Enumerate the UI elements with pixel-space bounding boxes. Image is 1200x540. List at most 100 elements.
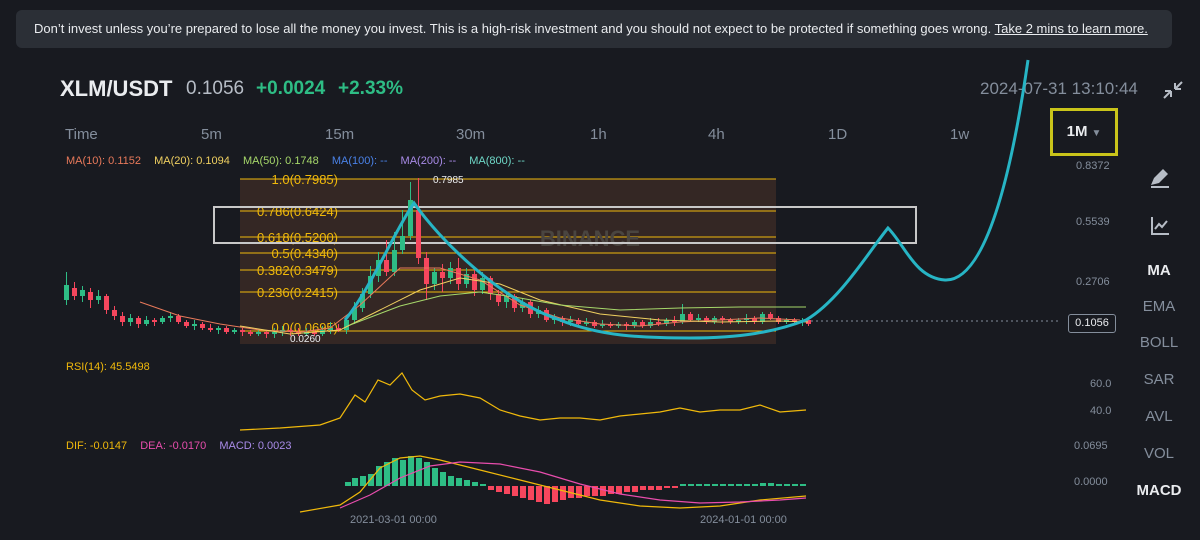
collapse-icon[interactable] — [1160, 78, 1186, 102]
tab-30m[interactable]: 30m — [456, 126, 486, 143]
tab-5m[interactable]: 5m — [201, 126, 222, 143]
fib-level-1: 1.0(0.7985) — [272, 172, 339, 187]
candle — [448, 268, 453, 278]
macd-bar — [368, 474, 374, 486]
rsi-line — [239, 372, 807, 431]
candle — [806, 320, 811, 324]
indicator-ma[interactable]: MA — [1147, 262, 1171, 279]
price-axis-tick: 0.2706 — [1076, 276, 1110, 288]
macd-bar — [576, 486, 582, 498]
candle — [768, 314, 773, 318]
candle — [792, 320, 797, 322]
macd-dea-label: DEA: -0.0170 — [140, 440, 207, 452]
candle — [224, 328, 229, 332]
macd-bar — [448, 476, 454, 486]
tab-1h[interactable]: 1h — [590, 126, 607, 143]
candle — [632, 322, 637, 326]
candle — [416, 210, 421, 258]
tab-1w[interactable]: 1w — [950, 126, 970, 143]
macd-bar — [440, 472, 446, 486]
ma-legend: MA(10): 0.1152 MA(20): 0.1094 MA(50): 0.… — [66, 155, 535, 167]
candle — [728, 320, 733, 322]
macd-bar — [416, 458, 422, 486]
macd-bar — [688, 484, 694, 486]
candle — [320, 330, 325, 334]
macd-bar — [392, 458, 398, 486]
rsi-axis-tick: 40.0 — [1090, 405, 1112, 417]
fib-level-0236: 0.236(0.2415) — [257, 285, 338, 300]
macd-bar — [512, 486, 518, 496]
tab-time[interactable]: Time — [65, 126, 98, 143]
price-chart[interactable]: 1.0(0.7985) 0.786(0.6424) 0.618(0.5200) … — [0, 0, 1060, 540]
macd-bar — [720, 484, 726, 486]
macd-dif-label: DIF: -0.0147 — [66, 440, 128, 452]
candle — [216, 328, 221, 330]
candle — [576, 320, 581, 324]
macd-bar — [504, 486, 510, 494]
macd-bar — [800, 484, 806, 486]
candle — [168, 316, 173, 318]
last-price: 0.1056 — [186, 78, 245, 99]
macd-bar — [744, 484, 750, 486]
rsi-axis-tick: 60.0 — [1090, 378, 1112, 390]
tab-15m[interactable]: 15m — [325, 126, 355, 143]
learn-more-link[interactable]: Take 2 mins to learn more. — [994, 21, 1148, 36]
candle — [336, 328, 341, 330]
macd-bar — [584, 486, 590, 496]
tab-1d[interactable]: 1D — [828, 126, 848, 143]
risk-warning-banner: Don’t invest unless you’re prepared to l… — [16, 10, 1172, 48]
indicator-vol[interactable]: VOL — [1143, 445, 1174, 462]
candle — [136, 318, 141, 324]
candle — [144, 320, 149, 324]
rsi-label: RSI(14): 45.5498 — [66, 361, 150, 373]
indicator-sar[interactable]: SAR — [1143, 371, 1175, 388]
candle — [720, 318, 725, 320]
macd-bar — [624, 486, 630, 492]
ma-50-label: MA(50): 0.1748 — [242, 155, 319, 167]
candle — [472, 274, 477, 290]
indicator-boll[interactable]: BOLL — [1139, 334, 1179, 351]
indicator-ema[interactable]: EMA — [1142, 298, 1176, 315]
candle — [640, 322, 645, 326]
tab-4h[interactable]: 4h — [708, 126, 725, 143]
indicator-avl[interactable]: AVL — [1145, 408, 1173, 425]
price-change: +0.0024 — [256, 78, 326, 99]
candle — [368, 276, 373, 294]
macd-bar — [456, 478, 462, 486]
macd-bar — [352, 478, 358, 486]
macd-bar — [664, 486, 670, 488]
candle — [128, 318, 133, 322]
macd-bar — [432, 468, 438, 486]
macd-bar — [704, 484, 710, 486]
indicator-macd[interactable]: MACD — [1136, 482, 1182, 499]
macd-bar — [768, 483, 774, 486]
draw-tool-icon[interactable] — [1148, 166, 1172, 190]
price-change-percent: +2.33% — [338, 78, 403, 99]
macd-bar — [560, 486, 566, 500]
candle — [96, 296, 101, 300]
candle — [600, 324, 605, 326]
candle — [776, 318, 781, 322]
macd-bar — [792, 484, 798, 486]
timeframe-selector[interactable]: 1M ▼ — [1050, 108, 1118, 156]
candle — [392, 250, 397, 272]
candle — [160, 318, 165, 322]
indicator-chart-icon[interactable] — [1148, 214, 1172, 238]
candle — [584, 322, 589, 324]
timeframe-tabs: Time 5m 15m 30m 1h 4h 1D 1w — [0, 126, 1040, 148]
macd-bar — [520, 486, 526, 498]
candle — [208, 328, 213, 330]
candle — [264, 332, 269, 334]
macd-bar — [600, 486, 606, 496]
candle — [352, 308, 357, 320]
last-price-tag: 0.1056 — [1068, 314, 1116, 333]
ma-line-green — [349, 291, 806, 326]
candle — [592, 322, 597, 326]
macd-bar — [345, 482, 351, 486]
macd-bar — [760, 483, 766, 486]
candle — [664, 320, 669, 324]
macd-bar — [752, 484, 758, 486]
trading-pair[interactable]: XLM/USDT — [60, 76, 173, 101]
candle — [736, 320, 741, 322]
candle — [240, 330, 245, 332]
